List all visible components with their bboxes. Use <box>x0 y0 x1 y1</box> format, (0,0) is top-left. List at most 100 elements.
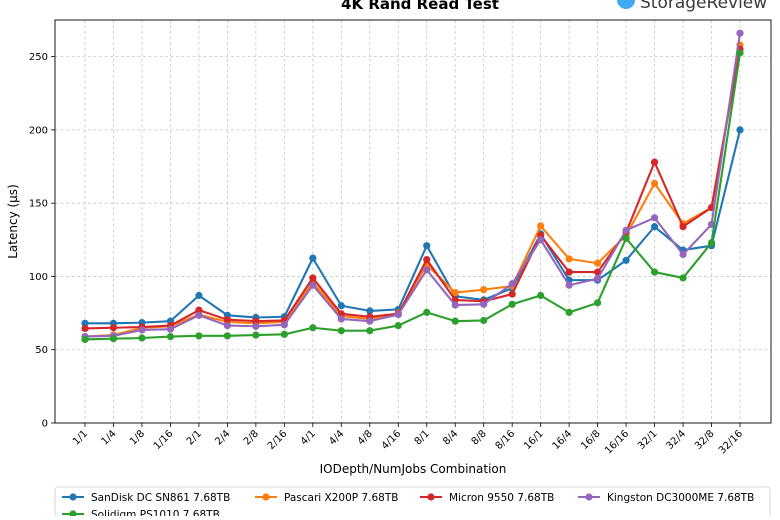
data-point <box>109 324 118 332</box>
y-tick-label: 200 <box>29 125 48 136</box>
data-point <box>366 327 374 335</box>
brand-logo: StorageReview <box>617 0 767 13</box>
x-tick-label: 32/1 <box>636 428 660 452</box>
data-point <box>309 324 317 332</box>
data-point <box>736 126 744 134</box>
x-tick-label: 4/4 <box>327 428 346 447</box>
data-point <box>394 310 402 319</box>
legend-label: Micron 9550 7.68TB <box>449 492 554 504</box>
data-point <box>423 256 431 264</box>
data-point <box>679 250 687 259</box>
data-point <box>537 236 545 244</box>
y-tick-label: 250 <box>29 52 48 63</box>
x-tick-label: 4/8 <box>356 428 375 447</box>
data-point <box>366 307 374 315</box>
legend-item: Pascari X200P 7.68TB <box>255 492 398 504</box>
legend-item: Micron 9550 7.68TB <box>420 492 554 504</box>
series <box>81 29 744 344</box>
x-tick-label: 1/1 <box>71 428 90 447</box>
data-point <box>480 300 488 308</box>
data-point <box>679 274 687 282</box>
data-point <box>537 222 545 230</box>
x-axis-label: IODepth/NumJobs Combination <box>320 462 507 476</box>
y-tick-label: 150 <box>29 199 48 210</box>
x-tick-label: 4/16 <box>380 428 404 452</box>
x-tick-label: 32/8 <box>693 428 717 452</box>
data-point <box>81 319 89 327</box>
data-point <box>366 317 374 325</box>
x-tick-label: 2/4 <box>213 428 232 447</box>
x-tick-label: 8/8 <box>470 428 489 447</box>
data-point <box>650 179 659 187</box>
legend-swatch-marker <box>585 493 593 501</box>
x-tick-label: 16/16 <box>603 428 631 456</box>
x-tick-label: 16/4 <box>551 428 575 452</box>
data-point <box>565 268 573 276</box>
brand-logo-text: StorageReview <box>640 0 767 13</box>
data-point <box>451 317 459 325</box>
data-point <box>622 226 630 234</box>
data-point <box>195 311 203 319</box>
data-point <box>565 308 573 316</box>
x-tick-label: 16/1 <box>522 428 546 452</box>
data-point <box>594 299 602 307</box>
legend: SanDisk DC SN861 7.68TB Pascari X200P 7.6… <box>54 486 771 520</box>
data-point <box>280 330 288 338</box>
data-point <box>565 255 573 263</box>
y-tick-label: 50 <box>35 345 48 356</box>
data-point <box>195 332 203 340</box>
data-point <box>508 290 516 298</box>
series-line <box>84 49 742 330</box>
axes: 0 50 100 150 200 250 1/1 1/4 1/8 1/16 2/1 2/4 2/8 2/1… <box>29 19 772 457</box>
data-point <box>508 280 516 288</box>
series-3 <box>81 29 744 341</box>
data-point <box>309 274 317 282</box>
x-tick-label: 1/4 <box>99 428 118 447</box>
data-point <box>337 327 345 335</box>
series-line <box>85 129 742 325</box>
x-tick-label: 2/8 <box>242 428 261 447</box>
data-point <box>337 315 345 323</box>
data-point <box>252 317 260 325</box>
x-tick-label: 32/4 <box>664 428 688 452</box>
x-tick-label: 8/1 <box>413 428 432 447</box>
data-point <box>537 291 545 300</box>
data-point <box>138 334 146 342</box>
legend-label: SanDisk DC SN861 7.68TB <box>91 492 230 504</box>
data-point <box>309 254 317 262</box>
data-point <box>309 281 317 289</box>
data-point <box>622 256 630 264</box>
data-point <box>707 239 716 247</box>
x-tick-label: 2/1 <box>185 428 204 447</box>
data-point <box>423 266 431 274</box>
x-tick-label: 32/16 <box>717 428 745 456</box>
data-point <box>81 335 89 344</box>
data-point <box>565 281 573 289</box>
data-point <box>594 275 602 283</box>
y-tick-label: 0 <box>42 419 48 430</box>
data-point <box>480 316 488 325</box>
legend-item: SanDisk DC SN861 7.68TB <box>62 492 230 504</box>
x-tick-label: 2/16 <box>266 428 290 452</box>
data-point <box>109 335 118 343</box>
data-point <box>252 322 260 330</box>
plot-frame <box>54 19 772 424</box>
data-point <box>166 325 175 333</box>
series-4 <box>81 49 744 344</box>
data-point <box>394 321 402 330</box>
legend-item: Kingston DC3000ME 7.68TB <box>578 492 754 504</box>
x-tick-label: 1/8 <box>128 428 147 447</box>
legend-swatch-marker <box>262 493 270 501</box>
data-point <box>650 268 659 276</box>
data-point <box>223 316 231 324</box>
y-tick-label: 100 <box>29 272 48 283</box>
chart-title: 4K Rand Read Test <box>341 0 499 13</box>
x-tick-label: 1/16 <box>152 428 176 452</box>
data-point <box>252 331 260 339</box>
legend-swatch-marker <box>69 493 77 501</box>
data-point <box>736 49 744 57</box>
y-axis-label: Latency (µs) <box>6 184 20 259</box>
data-point <box>138 326 146 334</box>
